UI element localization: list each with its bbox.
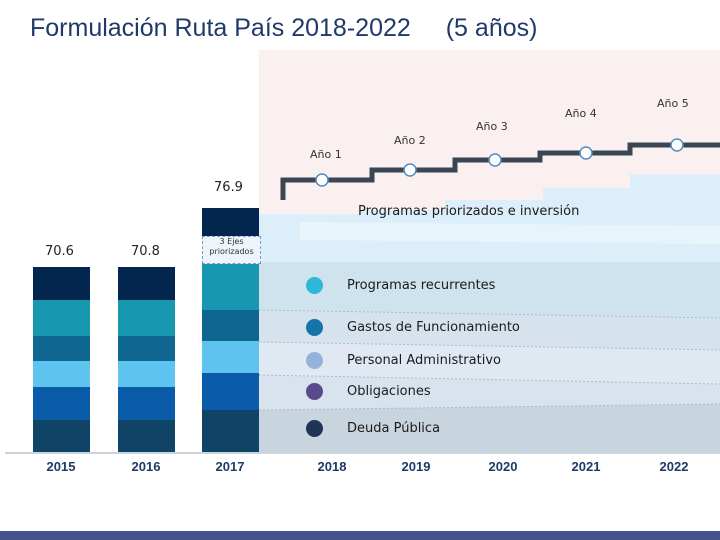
title-main: Formulación Ruta País 2018-2022 [30, 14, 411, 42]
seg-programas [33, 267, 90, 300]
legend-dot [306, 351, 323, 369]
legend-dot [306, 382, 323, 400]
year-label-2019: 2019 [401, 459, 431, 474]
legend-item-personal: Personal Administrativo [306, 350, 501, 370]
legend-label: Programas recurrentes [347, 277, 496, 293]
seg-programas [202, 208, 259, 236]
step-label-4: Año 4 [565, 107, 597, 120]
step-marker-2 [403, 163, 417, 177]
legend-dot [306, 318, 323, 336]
legend-item-obligaciones: Obligaciones [306, 381, 431, 401]
bar-value-2016: 70.8 [131, 244, 160, 259]
programas-band-light [300, 222, 720, 244]
year-label-2016: 2016 [131, 459, 161, 474]
seg-obligaciones [33, 387, 90, 420]
legend-dot [306, 419, 323, 437]
year-label-2020: 2020 [488, 459, 518, 474]
seg-obligaciones [202, 373, 259, 410]
seg-recurrentes [202, 262, 259, 310]
step-marker-5 [670, 138, 684, 152]
year-label-2015: 2015 [46, 459, 76, 474]
footer-band [0, 531, 720, 540]
year-label-2018: 2018 [317, 459, 347, 474]
legend-item-deuda: Deuda Pública [306, 418, 440, 438]
seg-recurrentes [33, 300, 90, 336]
seg-personal [33, 361, 90, 387]
year-label-2022: 2022 [659, 459, 689, 474]
seg-personal [202, 341, 259, 373]
step-label-5: Año 5 [657, 97, 689, 110]
deuda-band [259, 404, 720, 452]
step-marker-4 [579, 146, 593, 160]
legend-label: Obligaciones [347, 383, 431, 399]
seg-personal [118, 361, 175, 387]
seg-gastos [118, 336, 175, 361]
bar-value-2017: 76.9 [214, 180, 243, 195]
step-label-2: Año 2 [394, 134, 426, 147]
year-label-2017: 2017 [215, 459, 245, 474]
year-label-2021: 2021 [571, 459, 601, 474]
seg-obligaciones [118, 387, 175, 420]
step-label-3: Año 3 [476, 120, 508, 133]
growth-step-line [280, 142, 720, 200]
page-title: Formulación Ruta País 2018-2022 (5 años) [30, 14, 537, 43]
legend-label: Gastos de Funcionamiento [347, 319, 520, 335]
legend-label: Deuda Pública [347, 420, 441, 436]
bar-2016 [118, 267, 175, 452]
programas-priorizados-label: Programas priorizados e inversión [358, 204, 580, 219]
seg-gastos [33, 336, 90, 361]
ejes-priorizados-box: 3 Ejes priorizados [202, 236, 261, 264]
step-marker-1 [315, 173, 329, 187]
bar-2017 [202, 208, 259, 452]
step-marker-3 [488, 153, 502, 167]
step-label-1: Año 1 [310, 148, 342, 161]
legend-dot [306, 276, 323, 294]
legend-label: Personal Administrativo [347, 352, 501, 368]
seg-recurrentes [118, 300, 175, 336]
title-period: (5 años) [445, 14, 538, 42]
bar-value-2015: 70.6 [45, 244, 74, 259]
legend-item-gastos: Gastos de Funcionamiento [306, 317, 520, 337]
seg-gastos [202, 310, 259, 341]
seg-programas [118, 267, 175, 300]
bar-2015 [33, 267, 90, 452]
seg-deuda [33, 420, 90, 452]
seg-deuda [118, 420, 175, 452]
seg-deuda [202, 410, 259, 452]
legend-item-recurrentes: Programas recurrentes [306, 275, 495, 295]
